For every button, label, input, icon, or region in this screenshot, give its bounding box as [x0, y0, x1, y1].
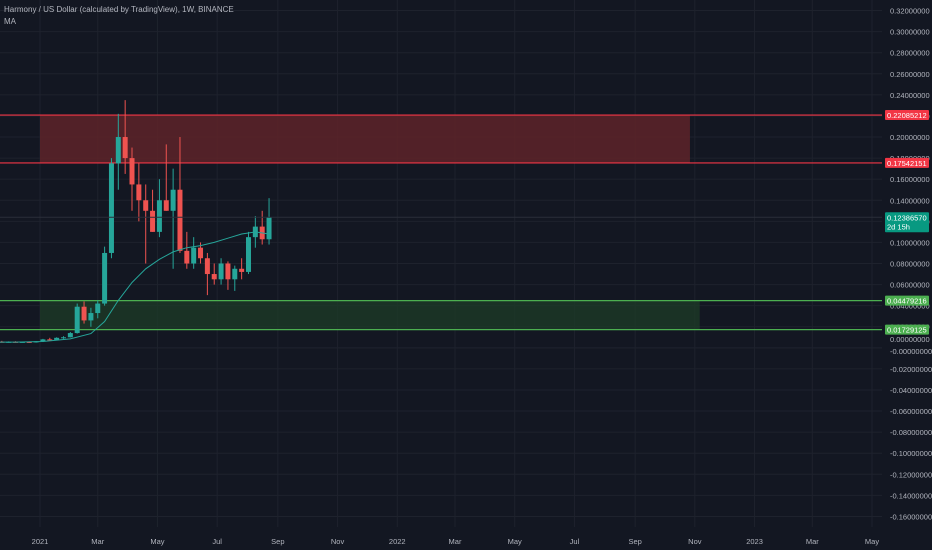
x-axis[interactable]: 2021 Mar May Jul Sep Nov 2022 Mar May Jul Sep Nov 20… — [32, 537, 880, 546]
candle-down — [136, 184, 142, 201]
candle-up — [232, 268, 238, 280]
y-tick-label: 0.32000000 — [890, 7, 930, 16]
x-tick-label: Sep — [271, 537, 284, 546]
x-tick-label: Nov — [331, 537, 345, 546]
x-tick-label: Jul — [212, 537, 222, 546]
candle-up — [102, 252, 108, 304]
candle-down — [47, 339, 53, 341]
support-zone — [40, 300, 700, 330]
y-tick-label: -0.08000000 — [890, 428, 932, 437]
chart-title: Harmony / US Dollar (calculated by Tradi… — [4, 5, 234, 14]
x-tick-label: Mar — [91, 537, 104, 546]
candle-down — [163, 200, 169, 211]
candle-down — [129, 158, 135, 185]
current-price-tag-label: 0.12386570 — [887, 213, 927, 222]
candle-up — [60, 337, 66, 339]
y-tick-label: -0.00000000 — [890, 347, 932, 356]
resistance-top-tag-bg — [885, 110, 929, 121]
x-tick-label: 2023 — [746, 537, 763, 546]
support-top-tag-bg — [885, 295, 929, 306]
y-tick-label: -0.14000000 — [890, 491, 932, 500]
candle-down — [177, 189, 183, 251]
candle-down — [225, 263, 231, 280]
candle-up — [88, 313, 94, 321]
y-tick-label: 0.00000000 — [890, 335, 930, 344]
ma-line — [0, 231, 270, 343]
y-tick-label: 0.26000000 — [890, 70, 930, 79]
moving-average — [0, 216, 882, 343]
candle-up — [218, 263, 224, 280]
candle-down — [150, 210, 156, 232]
price-tags: 0.22085212 0.17542151 0.04479216 0.01729125… — [885, 110, 929, 335]
current-price-tag-countdown: 2d 15h — [887, 222, 910, 231]
candle-up — [54, 337, 60, 340]
current-price-tag-bg — [885, 212, 929, 233]
candle-up — [266, 217, 272, 240]
grid — [0, 0, 882, 527]
y-tick-label: 0.28000000 — [890, 49, 930, 58]
y-axis[interactable]: 0.32000000 0.30000000 0.28000000 0.26000000… — [890, 7, 932, 522]
resistance-zone — [40, 115, 690, 163]
candle-down — [143, 200, 149, 211]
y-tick-label: -0.12000000 — [890, 470, 932, 479]
y-tick-label: 0.04000000 — [890, 302, 930, 311]
y-tick-label: 0.30000000 — [890, 28, 930, 37]
candle-up — [170, 189, 176, 211]
x-tick-label: Mar — [449, 537, 462, 546]
x-tick-label: Jul — [570, 537, 580, 546]
candle-up — [115, 137, 121, 164]
y-tick-label: -0.16000000 — [890, 512, 932, 521]
candle-down — [204, 258, 210, 275]
resistance-bottom-tag-bg — [885, 157, 929, 168]
candle-down — [122, 137, 128, 159]
candle-down — [184, 250, 190, 264]
y-tick-label: -0.04000000 — [890, 386, 932, 395]
support-bottom-tag-bg — [885, 324, 929, 335]
y-tick-label: -0.06000000 — [890, 407, 932, 416]
candle-down — [239, 268, 245, 272]
y-tick-label: -0.10000000 — [890, 449, 932, 458]
x-tick-label: Nov — [688, 537, 702, 546]
y-tick-label: 0.14000000 — [890, 196, 930, 205]
x-tick-label: 2022 — [389, 537, 406, 546]
support-bottom-tag-label: 0.01729125 — [887, 326, 927, 335]
y-tick-label: 0.24000000 — [890, 91, 930, 100]
y-tick-label: 0.16000000 — [890, 175, 930, 184]
x-tick-label: Sep — [628, 537, 641, 546]
support-top-tag-label: 0.04479216 — [887, 297, 927, 306]
y-tick-label: 0.20000000 — [890, 133, 930, 142]
candle-down — [211, 274, 217, 280]
candle-up — [245, 237, 251, 272]
x-tick-label: 2021 — [32, 537, 49, 546]
candle-up — [74, 306, 80, 334]
y-tick-label: -0.02000000 — [890, 365, 932, 374]
candle-down — [198, 247, 204, 259]
candle-down — [26, 341, 32, 343]
candle-up — [67, 333, 73, 338]
y-tick-label: 0.06000000 — [890, 281, 930, 290]
candle-up — [40, 339, 46, 342]
candle-down — [81, 306, 87, 321]
candle-up — [95, 303, 101, 314]
candle-up — [191, 247, 197, 264]
x-tick-label: Mar — [806, 537, 819, 546]
resistance-bottom-tag-label: 0.17542151 — [887, 159, 927, 168]
y-tick-label: 0.08000000 — [890, 260, 930, 269]
indicator-label[interactable]: MA — [4, 17, 16, 26]
y-tick-label: 0.10000000 — [890, 238, 930, 247]
candle-up — [108, 163, 114, 253]
candle-up — [156, 200, 162, 232]
x-tick-label: May — [865, 537, 879, 546]
zones — [0, 114, 882, 331]
x-tick-label: May — [508, 537, 522, 546]
x-tick-label: May — [150, 537, 164, 546]
resistance-top-tag-label: 0.22085212 — [887, 111, 927, 120]
